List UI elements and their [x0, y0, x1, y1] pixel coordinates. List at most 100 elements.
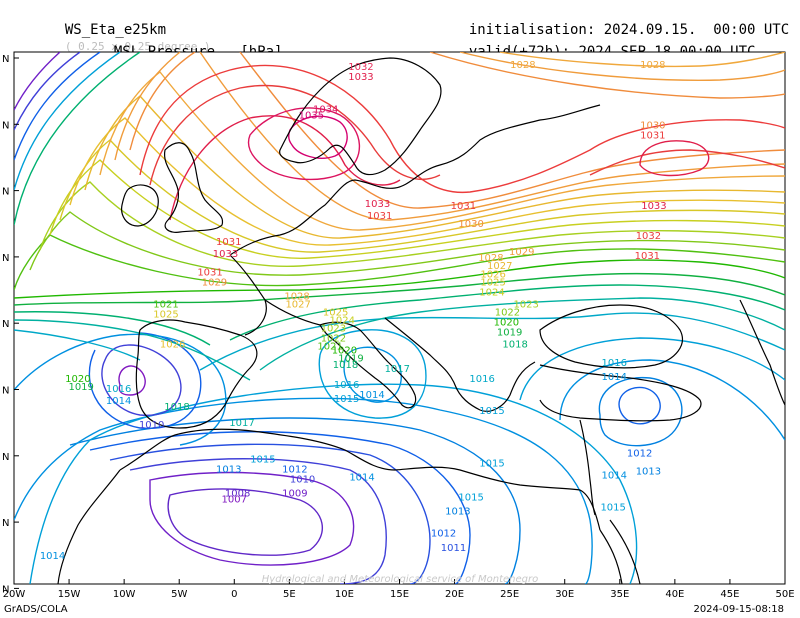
isobar-label: 1021 [317, 342, 342, 353]
coast-west-africa [57, 469, 121, 584]
coast-scandinavia [279, 57, 442, 176]
init-label: initialisation: [468, 22, 596, 38]
isobar-label: 1022 [321, 334, 346, 345]
y-tick-label: N [2, 386, 9, 397]
isobar-label: 1020 [65, 374, 90, 385]
isobar-label: 1015 [479, 458, 504, 469]
isobar-label: 1017 [229, 418, 254, 429]
isobar-1015 [29, 383, 638, 584]
isobar-label: 1015 [600, 503, 625, 514]
isobar-1031 [139, 64, 785, 194]
isobar-1014-south [14, 397, 593, 584]
x-tick-label: 20E [445, 589, 464, 600]
isobar-label: 1031 [197, 267, 222, 278]
isobar-1017-west [14, 52, 81, 131]
isobar-label: 1029 [509, 247, 534, 258]
isobar-label: 1014 [602, 372, 627, 383]
isobar-1020 [14, 259, 785, 299]
isobar-1022 [29, 211, 785, 276]
model-title: WS_Eta_e25km ( 0.25 x 0.25 degree ) [48, 6, 211, 54]
isobar-label: 1012 [627, 448, 652, 459]
coast-iberia [135, 319, 258, 429]
isobar-label: 1032 [636, 231, 661, 242]
coast-ireland [121, 184, 159, 227]
isobar-1029 [114, 52, 785, 221]
isobar-1028 [99, 52, 785, 231]
x-tick-label: 50E [775, 589, 794, 600]
isobar-label: 1022 [495, 307, 520, 318]
coast-europe-north [229, 104, 601, 256]
y-tick-label: N [2, 452, 9, 463]
coast-north-africa [119, 428, 601, 531]
isobar-label: 1025 [323, 307, 348, 318]
isobar-label: 1019 [68, 382, 93, 393]
coast-levant [579, 419, 596, 516]
isobar-label: 1014 [349, 472, 374, 483]
x-tick-label: 40E [665, 589, 684, 600]
isobar-label: 1028 [640, 60, 665, 71]
isobar-label: 1016 [106, 384, 131, 395]
isobar-1019 [14, 272, 785, 306]
x-tick-label: 15W [58, 589, 81, 600]
y-tick-label: N [2, 120, 9, 131]
isobar-label: 1016 [602, 358, 627, 369]
isobar-label: 1014 [40, 551, 65, 562]
isobar-label: 1008 [225, 489, 250, 500]
isobar-1012-iberia [88, 332, 202, 430]
x-tick-label: 45E [720, 589, 739, 600]
isobar-label: 1024 [329, 316, 354, 327]
x-tick-label: 35E [610, 589, 629, 600]
isobar-label: 1035 [299, 110, 324, 121]
isobar-1013 [69, 417, 521, 584]
isobar-label: 1030 [640, 120, 665, 131]
coast-black-sea [539, 304, 683, 369]
isobar-label: 1016 [469, 374, 494, 385]
x-tick-label: 5E [283, 589, 296, 600]
isobar-label: 1032 [348, 62, 373, 73]
isobar-label: 1023 [513, 299, 538, 310]
coastline-layer [57, 57, 785, 584]
isobar-1024 [49, 159, 785, 259]
isobar-1010-iberia [101, 344, 182, 416]
isobar-1034 [247, 107, 361, 181]
isobar-1011 [109, 443, 431, 584]
isobar-label: 1019 [338, 354, 363, 365]
model-name: WS_Eta_e25km [64, 22, 167, 38]
coast-turkey [539, 364, 702, 422]
contour-labels: 1032103310351034103310311031103310311029… [40, 60, 667, 562]
y-axis: N N N N N N N N N [2, 54, 9, 595]
isobar-1033 [169, 115, 710, 221]
isobar-label: 1033 [348, 72, 373, 83]
isobar-label: 1024 [479, 287, 504, 298]
footer-left: GrADS/COLA [4, 604, 68, 615]
isobar-label: 1033 [365, 199, 390, 210]
isobar-label: 1015 [250, 454, 275, 465]
coast-red-sea [599, 519, 641, 584]
isobar-1014-tyrrhenian [343, 346, 402, 403]
isobar-label: 1025 [153, 309, 178, 320]
isobar-label: 1018 [502, 340, 527, 351]
footer-right: 2024-09-15-08:18 [693, 604, 784, 615]
isobar-1010 [129, 458, 387, 584]
isobar-label: 1020 [494, 318, 519, 329]
isobar-1030 [129, 52, 785, 209]
isobar-label: 1010 [139, 420, 164, 431]
isobar-1012-east [618, 386, 661, 425]
coast-caspian [739, 299, 785, 406]
isobar-label: 1012 [431, 529, 456, 540]
y-tick-label: N [2, 253, 9, 264]
isobar-label: 1023 [321, 324, 346, 335]
tick-marks [13, 57, 786, 589]
isobar-label: 1014 [359, 390, 384, 401]
isobar-label: 1025 [480, 277, 505, 288]
isobar-label: 1011 [441, 543, 466, 554]
y-tick-label: N [2, 319, 9, 330]
isobar-1015-east [519, 337, 785, 401]
isobar-label: 1013 [216, 464, 241, 475]
isobar-1026 [69, 117, 785, 246]
isobar-1023 [39, 181, 785, 267]
isobar-1019-west [14, 52, 121, 191]
isobar-1027 [84, 95, 785, 239]
isobar-label: 1010 [290, 474, 315, 485]
